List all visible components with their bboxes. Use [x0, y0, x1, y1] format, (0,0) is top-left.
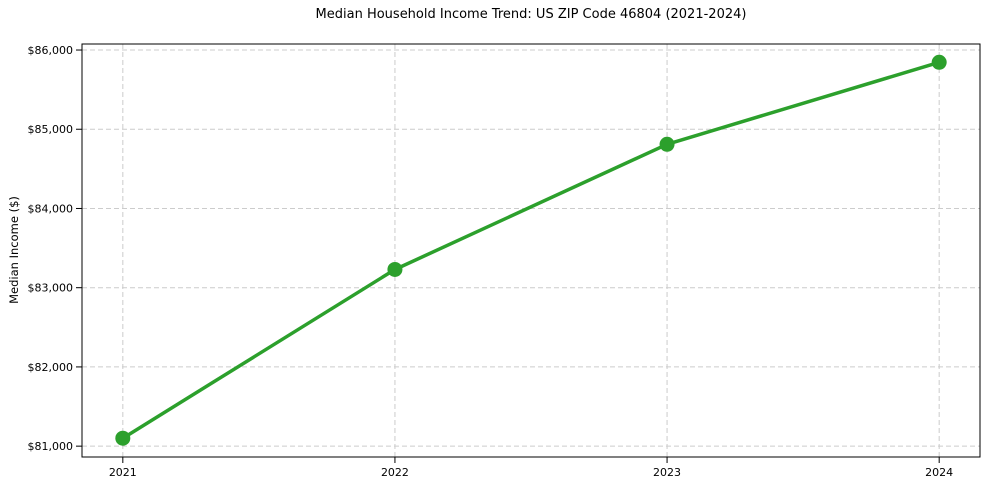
data-point-marker — [931, 54, 947, 70]
plot-border — [81, 43, 981, 458]
y-tick-label: $81,000 — [28, 440, 74, 453]
y-tick-label: $84,000 — [28, 202, 74, 215]
y-tick-label: $82,000 — [28, 361, 74, 374]
x-tick-label: 2022 — [381, 466, 409, 479]
x-tick-label: 2021 — [109, 466, 137, 479]
y-tick-label: $85,000 — [28, 123, 74, 136]
y-tick-label: $86,000 — [28, 44, 74, 57]
x-tick-label: 2023 — [653, 466, 681, 479]
y-tick-label: $83,000 — [28, 282, 74, 295]
x-tick-label: 2024 — [925, 466, 953, 479]
data-point-marker — [659, 136, 675, 152]
chart-title: Median Household Income Trend: US ZIP Co… — [315, 7, 747, 22]
trend-line — [121, 60, 941, 440]
data-point-marker — [115, 430, 131, 446]
data-point-marker — [387, 261, 403, 277]
